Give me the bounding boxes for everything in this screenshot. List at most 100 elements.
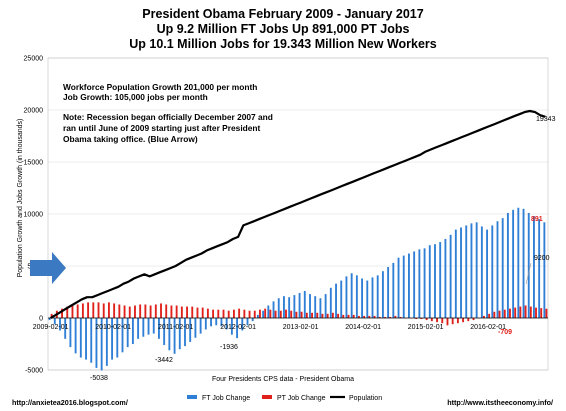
recession-arrow-icon (30, 252, 66, 284)
ft-bar (434, 244, 436, 318)
annotation-ft-dip2: -1936 (220, 344, 238, 351)
pt-bar (274, 310, 277, 318)
ft-bar (470, 223, 473, 318)
pt-bar (488, 313, 491, 318)
ft-bar (475, 222, 478, 318)
pt-bar (441, 318, 444, 324)
ft-bar (371, 277, 374, 318)
pt-bar (389, 316, 392, 318)
pt-bar (415, 318, 418, 320)
ft-bar (246, 318, 249, 326)
ft-bar (397, 257, 400, 318)
ft-bar (189, 318, 192, 342)
ft-bar (480, 226, 483, 318)
ft-bar (517, 207, 520, 318)
ft-bar (142, 318, 145, 337)
ft-bar (105, 318, 108, 366)
pt-bar (248, 310, 251, 318)
pt-bar (160, 303, 162, 318)
ft-bar (272, 301, 275, 318)
y-tick-label: 25000 (24, 56, 44, 63)
pt-bar (222, 309, 225, 318)
pt-bar (519, 306, 522, 318)
pt-bar (196, 307, 199, 318)
note-line-4: Note: Recession began officially Decembe… (63, 112, 273, 122)
annotation-pt-min: -709 (498, 329, 512, 336)
pt-bar (420, 318, 423, 320)
pt-bar (259, 309, 261, 318)
legend-ft-swatch (187, 395, 197, 399)
pt-bar (451, 318, 454, 325)
pt-bar (212, 309, 215, 318)
ft-bar (449, 234, 452, 318)
plot-frame (47, 57, 549, 371)
x-axis-label: Four Presidents CPS data - President Oba… (212, 376, 354, 383)
ft-bar (225, 318, 228, 330)
ft-bar (309, 294, 311, 318)
ft-bar (126, 318, 129, 348)
x-tick-label: 2012-02-01 (220, 324, 256, 331)
ft-bar (355, 275, 358, 318)
ft-bar (345, 276, 348, 318)
ft-bar (392, 262, 395, 318)
note-line-5: ran until June of 2009 starting just aft… (63, 123, 261, 133)
annotation-population-end: 19343 (536, 116, 556, 123)
pt-bar (493, 311, 496, 318)
pt-bar (227, 310, 230, 318)
ft-bar (283, 296, 285, 318)
ft-bar (381, 271, 384, 318)
pt-bar (149, 305, 152, 318)
ft-bar (59, 318, 61, 331)
pt-bar (81, 303, 84, 318)
ft-bar (543, 222, 546, 318)
ft-bar (48, 318, 51, 321)
ft-bar (413, 251, 416, 318)
x-axis-ticks: 2009-02-01 2010-02-01 2011-02-01 2012-02-01… (33, 324, 506, 331)
pt-bar (279, 310, 282, 318)
y-tick-label: 20000 (24, 108, 44, 115)
ft-bar (236, 318, 239, 339)
note-line-6: Obama taking office. (Blue Arrow) (63, 134, 198, 144)
ft-bar (428, 245, 431, 318)
pt-bar (342, 314, 345, 318)
pt-bar (165, 304, 168, 318)
pt-bar (201, 307, 204, 318)
pt-bar (128, 306, 131, 318)
footer-right-url: http://www.itstheeconomy.info/ (447, 398, 553, 407)
pt-bar (186, 306, 188, 318)
pt-bar (118, 304, 121, 318)
ft-bar (293, 295, 296, 318)
pt-bar (180, 306, 183, 318)
ft-bar (79, 318, 82, 358)
ft-bar (64, 318, 67, 339)
annotation-ft-end: 9200 (534, 255, 550, 262)
ft-bar (408, 253, 410, 318)
ft-bar (335, 283, 337, 318)
pt-bar (243, 309, 246, 318)
pt-bar (300, 311, 303, 318)
ft-bar (168, 318, 171, 351)
annotation-pt-end: 891 (531, 216, 543, 223)
ft-bar (329, 287, 332, 318)
ft-bar (69, 318, 72, 348)
pt-bar (498, 310, 501, 318)
ft-bar (506, 212, 509, 318)
pt-bar (123, 305, 126, 318)
note-line-2: Job Growth: 105,000 jobs per month (63, 92, 208, 102)
ft-bar (486, 229, 489, 318)
pt-bar (446, 318, 449, 326)
pt-bar (232, 309, 235, 318)
ft-bar (220, 318, 223, 327)
ft-bar (95, 318, 98, 368)
pt-bar (472, 318, 475, 321)
pt-bar (238, 308, 241, 318)
pt-bar (134, 305, 136, 318)
pt-bar (170, 305, 173, 318)
ft-bar (303, 290, 306, 318)
pt-bar (363, 315, 366, 318)
x-tick-label: 2014-02-01 (345, 324, 381, 331)
ft-bar (178, 318, 181, 350)
ft-bar (465, 225, 468, 318)
pt-bar (113, 303, 116, 318)
pt-bar (399, 316, 402, 318)
